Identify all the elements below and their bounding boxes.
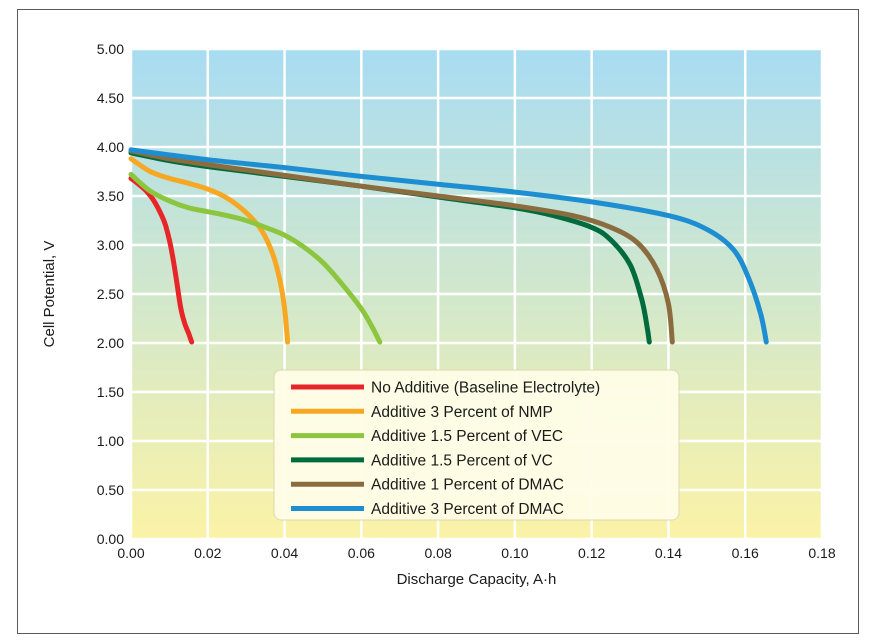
y-tick-label: 2.00 xyxy=(97,335,124,351)
series-line-4 xyxy=(128,148,675,345)
x-tick-label: 0.04 xyxy=(271,545,298,561)
y-tick-label: 0.00 xyxy=(97,531,124,547)
y-tick-label: 3.50 xyxy=(97,188,124,204)
x-tick-label: 0.06 xyxy=(348,545,375,561)
x-tick-label: 0.00 xyxy=(117,545,144,561)
y-tick-label: 1.50 xyxy=(97,384,124,400)
x-tick-label: 0.12 xyxy=(578,545,605,561)
line-chart: 0.00 0.02 0.04 0.06 0.08 0.10 0.12 0.14 0.16 0.18… xyxy=(41,41,836,588)
y-tick-label: 2.50 xyxy=(97,286,124,302)
grid xyxy=(129,47,824,541)
legend-label: Additive 3 Percent of NMP xyxy=(371,404,553,421)
x-axis-label: Discharge Capacity, A·h xyxy=(397,571,557,588)
y-tick-label: 1.00 xyxy=(97,433,124,449)
legend-label: Additive 1 Percent of DMAC xyxy=(371,477,564,494)
x-tick-label: 0.02 xyxy=(194,545,221,561)
x-tick-label: 0.08 xyxy=(424,545,451,561)
y-axis-label: Cell Potential, V xyxy=(41,241,58,348)
legend-label: Additive 3 Percent of DMAC xyxy=(371,501,564,518)
tick-labels: 0.00 0.02 0.04 0.06 0.08 0.10 0.12 0.14 0.16 0.18… xyxy=(97,41,836,561)
y-tick-label: 5.00 xyxy=(97,41,124,57)
y-tick-label: 4.00 xyxy=(97,139,124,155)
legend-box xyxy=(273,369,680,521)
series-line-2 xyxy=(128,171,383,345)
series-lines xyxy=(128,147,769,345)
y-tick-label: 3.00 xyxy=(97,237,124,253)
x-tick-label: 0.10 xyxy=(501,545,528,561)
x-tick-label: 0.14 xyxy=(655,545,682,561)
legend-label: No Additive (Baseline Electrolyte) xyxy=(371,380,600,397)
x-tick-label: 0.18 xyxy=(808,545,835,561)
legend: No Additive (Baseline Electrolyte) Additi… xyxy=(273,369,680,521)
x-tick-label: 0.16 xyxy=(732,545,759,561)
legend-label: Additive 1.5 Percent of VC xyxy=(371,452,553,469)
y-tick-label: 4.50 xyxy=(97,90,124,106)
legend-label: Additive 1.5 Percent of VEC xyxy=(371,428,563,445)
chart-frame: 0.00 0.02 0.04 0.06 0.08 0.10 0.12 0.14 0.16 0.18… xyxy=(17,9,859,634)
series-line-1 xyxy=(128,156,291,345)
y-tick-label: 0.50 xyxy=(97,482,124,498)
series-line-5 xyxy=(128,147,769,345)
